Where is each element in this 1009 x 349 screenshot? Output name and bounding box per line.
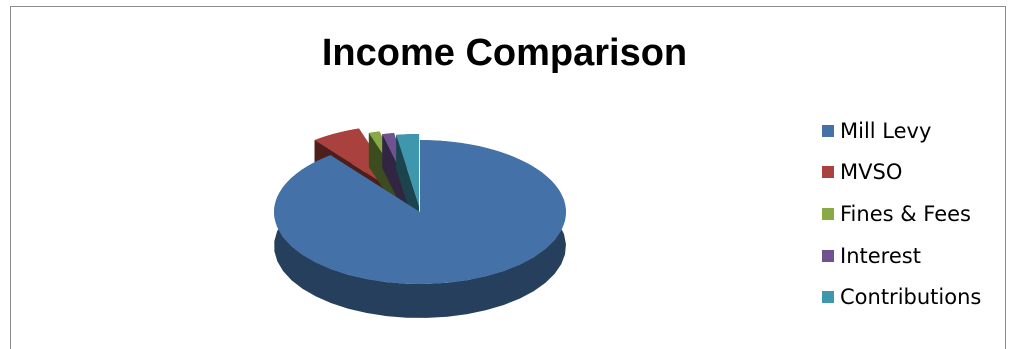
legend-swatch <box>822 207 834 220</box>
chart-title: Income Comparison <box>321 32 688 74</box>
legend-swatch <box>822 249 834 262</box>
legend-label: MVSO <box>840 160 903 185</box>
legend-item-mill-levy: Mill Levy <box>822 110 981 152</box>
chart-frame <box>10 6 1006 349</box>
legend-item-interest: Interest <box>822 235 981 277</box>
legend-item-mvso: MVSO <box>822 152 981 194</box>
legend-item-fines-fees: Fines & Fees <box>822 193 981 235</box>
legend-swatch <box>822 291 834 304</box>
legend-item-contributions: Contributions <box>822 276 981 318</box>
pie-slice-mill-levy <box>274 140 566 318</box>
legend-swatch <box>822 166 834 179</box>
legend: Mill Levy MVSO Fines & Fees Interest Con… <box>822 110 981 318</box>
legend-label: Fines & Fees <box>840 201 971 226</box>
legend-label: Interest <box>840 243 921 268</box>
legend-swatch <box>822 124 834 137</box>
legend-label: Mill Levy <box>840 118 932 143</box>
legend-label: Contributions <box>840 285 982 310</box>
